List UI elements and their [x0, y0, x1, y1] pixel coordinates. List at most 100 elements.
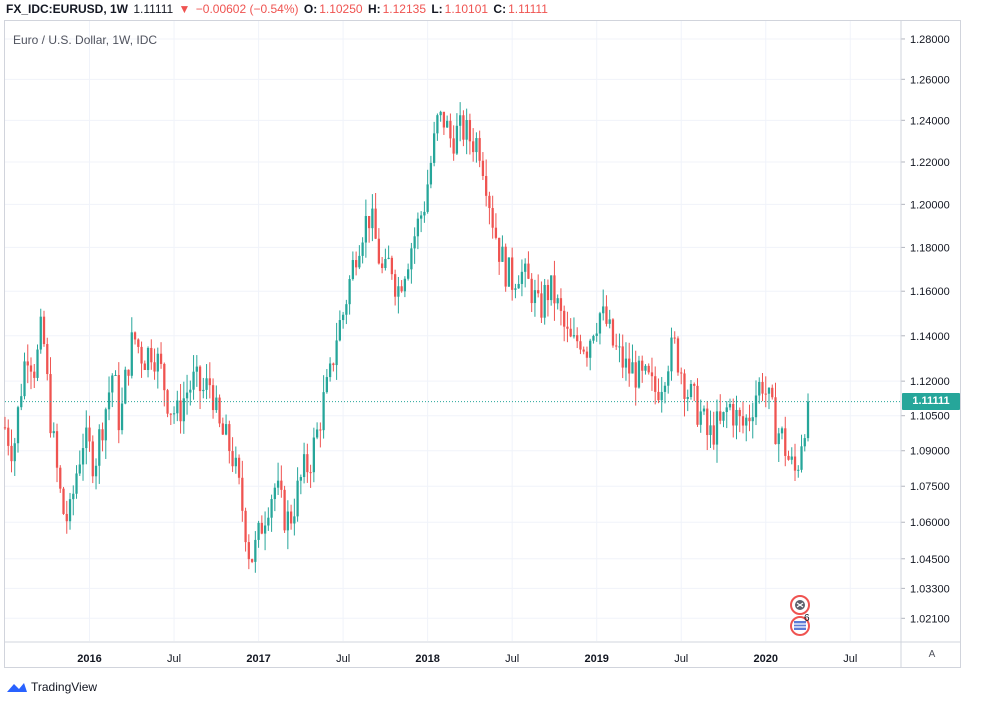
- candle-up: [322, 392, 324, 430]
- candle-up: [791, 457, 793, 460]
- candle-up: [267, 518, 269, 526]
- candle-down: [251, 559, 253, 562]
- candle-down: [787, 456, 789, 460]
- candle-down: [469, 120, 471, 141]
- candle-up: [108, 392, 110, 409]
- candle-up: [544, 285, 546, 318]
- auto-scale-button[interactable]: A: [925, 648, 939, 662]
- candle-up: [404, 279, 406, 292]
- candle-down: [472, 141, 474, 152]
- candle-up: [277, 481, 279, 488]
- candle-down: [566, 327, 568, 329]
- candle-up: [95, 466, 97, 477]
- candle-down: [228, 424, 230, 451]
- candle-up: [456, 126, 458, 154]
- candle-down: [771, 388, 773, 397]
- candle-up: [664, 386, 666, 392]
- candle-up: [589, 341, 591, 358]
- candle-up: [313, 438, 315, 473]
- candle-up: [183, 398, 185, 421]
- candle-up: [17, 407, 19, 443]
- candle-down: [680, 373, 682, 374]
- candle-up: [722, 412, 724, 421]
- price-tick-label: 1.20000: [910, 199, 950, 211]
- candle-up: [433, 133, 435, 163]
- candle-down: [537, 290, 539, 293]
- candle-up: [690, 384, 692, 397]
- candle-up: [557, 298, 559, 303]
- time-tick-label: Jul: [674, 653, 688, 665]
- candle-up: [329, 363, 331, 377]
- candle-up: [735, 410, 737, 426]
- candle-down: [134, 332, 136, 339]
- candle-up: [352, 260, 354, 279]
- candle-up: [602, 306, 604, 313]
- candle-up: [475, 138, 477, 152]
- candle-down: [144, 364, 146, 371]
- candle-down: [101, 429, 103, 440]
- candle-up: [709, 425, 711, 435]
- candle-up: [124, 370, 126, 404]
- candle-down: [261, 523, 263, 534]
- candle-down: [732, 404, 734, 425]
- price-tick-label: 1.22000: [910, 157, 950, 169]
- chart-title: Euro / U.S. Dollar, 1W, IDC: [13, 33, 157, 47]
- candle-up: [573, 335, 575, 336]
- candle-up: [514, 288, 516, 290]
- candle-up: [173, 413, 175, 414]
- candle-up: [189, 390, 191, 393]
- candle-down: [170, 414, 172, 415]
- time-tick-label: 2020: [754, 653, 778, 665]
- candle-up: [413, 236, 415, 248]
- candle-up: [518, 284, 520, 288]
- candle-down: [579, 341, 581, 349]
- candle-up: [205, 378, 207, 390]
- candle-down: [615, 346, 617, 347]
- candle-up: [644, 366, 646, 371]
- candle-up: [703, 409, 705, 412]
- candle-down: [241, 478, 243, 511]
- tradingview-logo[interactable]: TradingView: [6, 679, 97, 695]
- candle-up: [700, 411, 702, 424]
- candle-down: [794, 457, 796, 471]
- candle-up: [446, 121, 448, 128]
- candle-up: [335, 340, 337, 365]
- candle-up: [75, 473, 77, 493]
- candle-up: [596, 334, 598, 336]
- price-tick-label: 1.16000: [910, 286, 950, 298]
- candle-up: [745, 418, 747, 426]
- candle-down: [244, 511, 246, 542]
- candle-up: [358, 256, 360, 267]
- price-tick-label: 1.07500: [910, 481, 950, 493]
- candle-up: [625, 359, 627, 368]
- candle-down: [576, 335, 578, 341]
- candle-up: [599, 313, 601, 333]
- candle-up: [420, 215, 422, 218]
- candle-up: [69, 499, 71, 521]
- axes: 1.280001.260001.240001.220001.200001.180…: [5, 21, 960, 667]
- candle-up: [147, 348, 149, 370]
- candle-up: [726, 407, 728, 412]
- candle-up: [716, 411, 718, 444]
- candle-down: [46, 344, 48, 374]
- candle-up: [387, 258, 389, 259]
- candle-up: [176, 401, 178, 414]
- candle-up: [326, 377, 328, 392]
- candle-down: [378, 239, 380, 264]
- candle-down: [482, 161, 484, 176]
- candle-down: [774, 397, 776, 444]
- candle-down: [283, 490, 285, 531]
- candle-down: [540, 293, 542, 317]
- candle-up: [202, 390, 204, 391]
- candle-down: [118, 375, 120, 430]
- candle-down: [612, 319, 614, 345]
- price-tick-label: 1.06000: [910, 517, 950, 529]
- time-tick-label: 2019: [584, 653, 608, 665]
- candle-down: [449, 121, 451, 139]
- candle-down: [163, 364, 165, 390]
- price-tick-label: 1.18000: [910, 242, 950, 254]
- candle-up: [365, 216, 367, 243]
- candle-down: [527, 264, 529, 279]
- candle-up: [371, 209, 373, 229]
